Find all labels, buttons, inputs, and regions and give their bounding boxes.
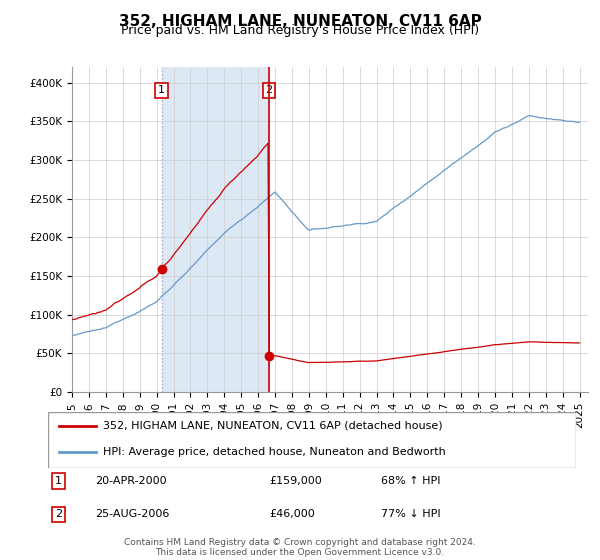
Text: 352, HIGHAM LANE, NUNEATON, CV11 6AP: 352, HIGHAM LANE, NUNEATON, CV11 6AP: [119, 14, 481, 29]
Text: 25-AUG-2006: 25-AUG-2006: [95, 509, 170, 519]
Text: 2: 2: [55, 509, 62, 519]
Text: HPI: Average price, detached house, Nuneaton and Bedworth: HPI: Average price, detached house, Nune…: [103, 447, 446, 457]
Text: 77% ↓ HPI: 77% ↓ HPI: [380, 509, 440, 519]
Text: 2: 2: [266, 86, 272, 95]
Text: 1: 1: [55, 476, 62, 486]
Text: 1: 1: [158, 86, 165, 95]
Text: £46,000: £46,000: [270, 509, 316, 519]
Text: Contains HM Land Registry data © Crown copyright and database right 2024.
This d: Contains HM Land Registry data © Crown c…: [124, 538, 476, 557]
Text: £159,000: £159,000: [270, 476, 323, 486]
FancyBboxPatch shape: [48, 412, 576, 468]
Bar: [161, 67, 269, 392]
Text: 20-APR-2000: 20-APR-2000: [95, 476, 167, 486]
Text: 68% ↑ HPI: 68% ↑ HPI: [380, 476, 440, 486]
Text: Price paid vs. HM Land Registry's House Price Index (HPI): Price paid vs. HM Land Registry's House …: [121, 24, 479, 37]
Text: 352, HIGHAM LANE, NUNEATON, CV11 6AP (detached house): 352, HIGHAM LANE, NUNEATON, CV11 6AP (de…: [103, 421, 443, 431]
